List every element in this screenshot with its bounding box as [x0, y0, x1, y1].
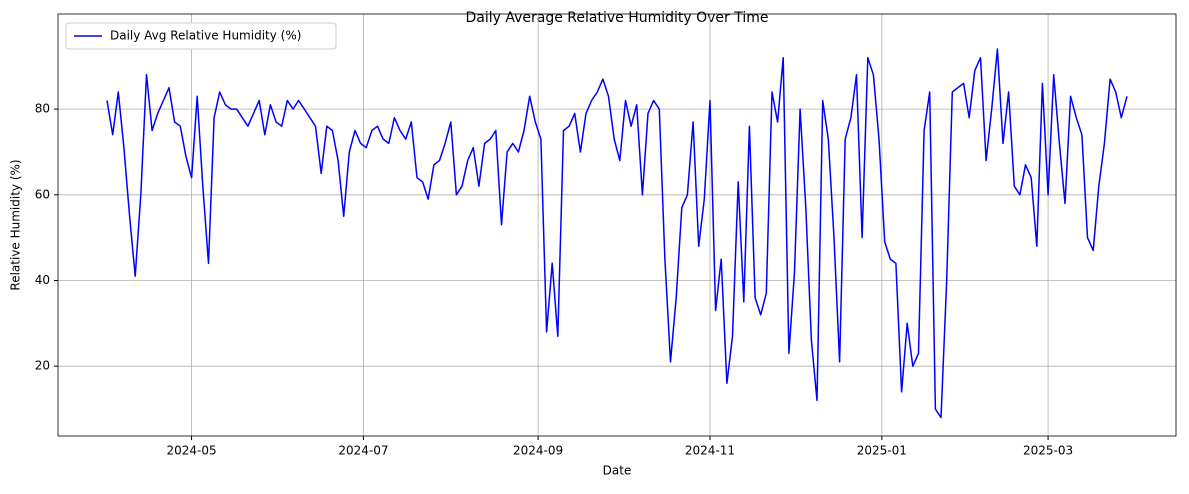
- y-tick-label: 80: [35, 102, 50, 116]
- y-axis-label: Relative Humidity (%): [9, 159, 23, 290]
- x-tick-label: 2024-05: [166, 444, 216, 458]
- y-tick-label: 20: [35, 359, 50, 373]
- x-tick-label: 2024-09: [513, 444, 563, 458]
- x-tick-label: 2024-11: [685, 444, 735, 458]
- x-tick-label: 2024-07: [338, 444, 388, 458]
- chart-title: Daily Average Relative Humidity Over Tim…: [465, 10, 768, 26]
- legend-box: [65, 22, 337, 50]
- data-line: [106, 48, 1128, 419]
- y-tick-label: 40: [35, 273, 50, 287]
- legend-label: Daily Avg Relative Humidity (%): [110, 29, 301, 43]
- x-tick-label: 2025-01: [857, 444, 907, 458]
- x-tick-label: 2025-03: [1023, 444, 1073, 458]
- y-tick-label: 60: [35, 187, 50, 201]
- plot-frame: [57, 13, 1177, 437]
- x-axis-label: Date: [603, 464, 632, 478]
